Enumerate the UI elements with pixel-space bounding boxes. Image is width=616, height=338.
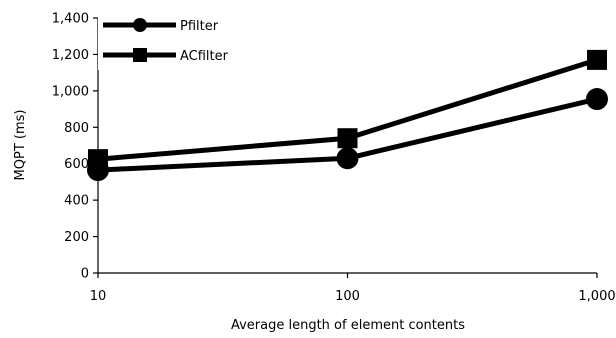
y-tick-label: 400 — [64, 194, 89, 209]
y-tick-label: 1,200 — [52, 48, 89, 63]
x-tick-label: 10 — [90, 289, 107, 304]
x-tick-label: 1,000 — [578, 289, 615, 304]
y-tick-label: 1,000 — [52, 84, 89, 99]
data-point-acfilter — [88, 149, 108, 170]
y-tick-label: 0 — [81, 267, 89, 282]
x-tick-label: 100 — [335, 289, 360, 304]
data-point-pfilter — [586, 88, 608, 111]
y-ticks: 0 200 400 600 800 1,000 1,200 1,400 — [52, 12, 98, 282]
x-ticks: 10 100 1,000 — [90, 273, 616, 304]
data-point-pfilter — [336, 147, 359, 170]
legend-label-pfilter: Pfilter — [180, 19, 219, 34]
y-axis-title: MQPT (ms) — [13, 110, 28, 181]
data-point-acfilter — [587, 49, 607, 70]
data-point-acfilter — [337, 128, 358, 149]
legend-label-acfilter: ACfilter — [180, 49, 229, 64]
y-tick-label: 200 — [64, 230, 89, 245]
y-tick-label: 1,400 — [52, 12, 89, 27]
y-tick-label: 600 — [64, 157, 89, 172]
x-axis-title: Average length of element contents — [231, 318, 465, 333]
y-tick-label: 800 — [64, 121, 89, 136]
legend-marker-pfilter — [133, 18, 147, 32]
legend-marker-acfilter — [133, 48, 147, 62]
legend: Pfilter ACfilter — [98, 16, 241, 70]
series-layer — [87, 49, 608, 182]
